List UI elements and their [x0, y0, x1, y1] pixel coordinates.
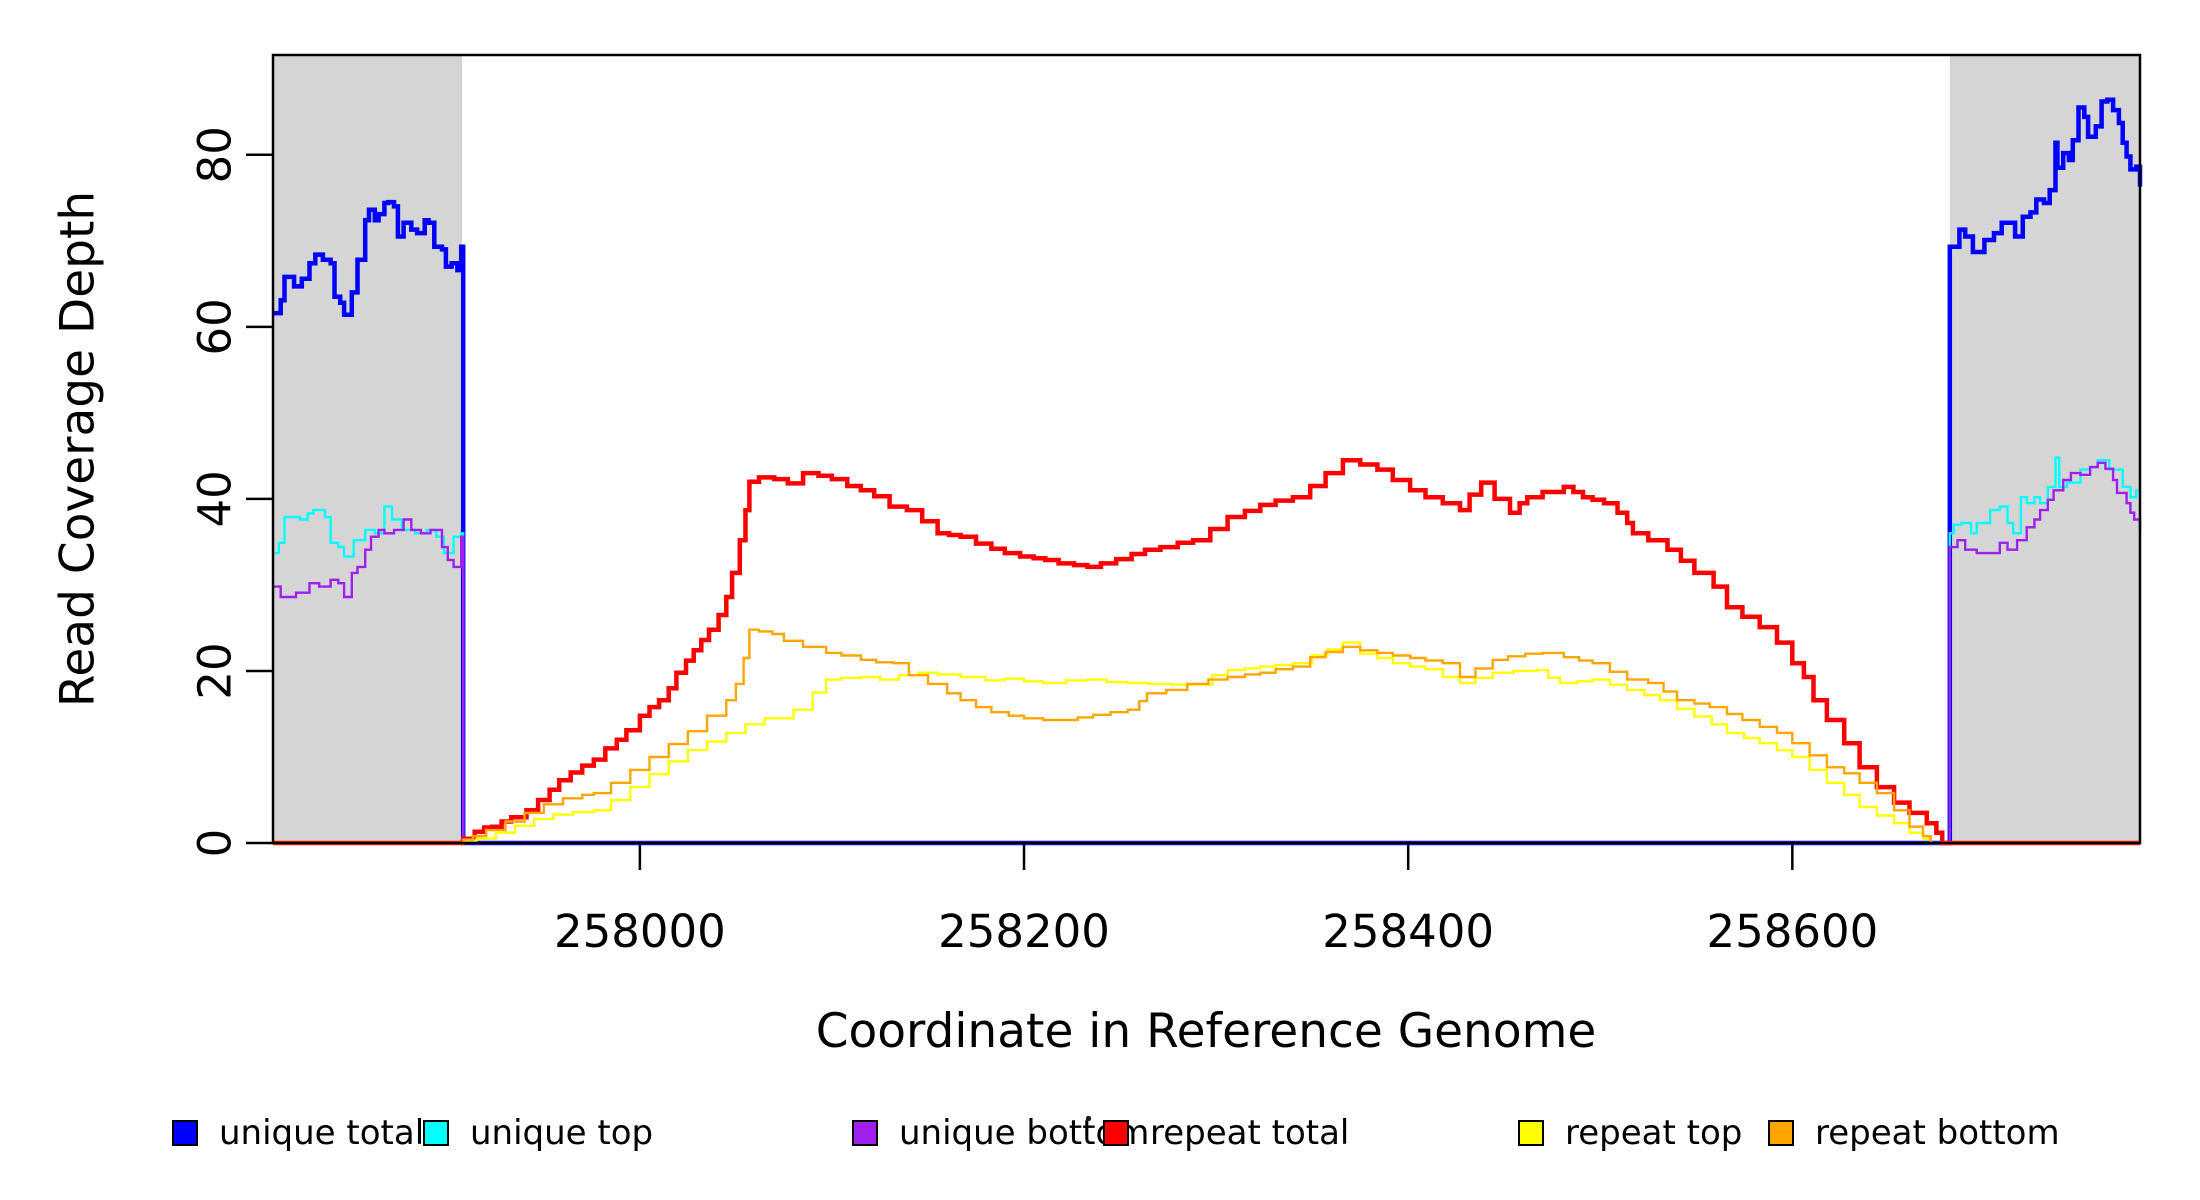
x-tick-label: 258600 [1706, 905, 1878, 958]
legend-swatch-icon [423, 1120, 449, 1146]
y-tick-label: 40 [189, 470, 242, 527]
legend-label: repeat bottom [1815, 1113, 2060, 1153]
x-tick-label: 258200 [938, 905, 1110, 958]
legend-item-repeat-top: repeat top [1518, 1113, 1742, 1153]
y-tick-label: 0 [189, 829, 242, 858]
series-repeat-bottom [273, 628, 2140, 845]
y-axis-title: Read Coverage Depth [50, 190, 106, 708]
legend-item-unique-total: unique total [172, 1113, 424, 1153]
series-repeat-total [273, 457, 2140, 846]
x-tick-label: 258000 [554, 905, 726, 958]
stray-dot [1086, 1116, 1091, 1121]
legend-swatch-icon [1103, 1120, 1129, 1146]
y-tick-label: 60 [189, 298, 242, 355]
legend-swatch-icon [1518, 1120, 1544, 1146]
y-tick-label: 20 [189, 642, 242, 699]
series-unique-total [273, 97, 2143, 846]
legend-label: repeat top [1565, 1113, 1743, 1153]
series-unique-top [273, 456, 2140, 845]
legend-label: repeat total [1150, 1113, 1350, 1153]
shaded-region [273, 55, 463, 843]
legend-swatch-icon [1768, 1120, 1794, 1146]
legend-item-unique-top: unique top [423, 1113, 653, 1153]
y-tick-label: 80 [189, 126, 242, 183]
legend-swatch-icon [172, 1120, 198, 1146]
legend-item-repeat-total: repeat total [1103, 1113, 1349, 1153]
series-unique-bottom [273, 461, 2142, 845]
shaded-region [1949, 55, 2140, 843]
legend-item-repeat-bottom: repeat bottom [1768, 1113, 2060, 1153]
series-repeat-top [273, 641, 2140, 845]
legend-swatch-icon [852, 1120, 878, 1146]
legend-label: unique total [219, 1113, 425, 1153]
legend-label: unique top [470, 1113, 654, 1153]
x-tick-label: 258400 [1322, 905, 1494, 958]
x-axis-title: Coordinate in Reference Genome [815, 1004, 1597, 1059]
plot-border [271, 53, 2142, 845]
